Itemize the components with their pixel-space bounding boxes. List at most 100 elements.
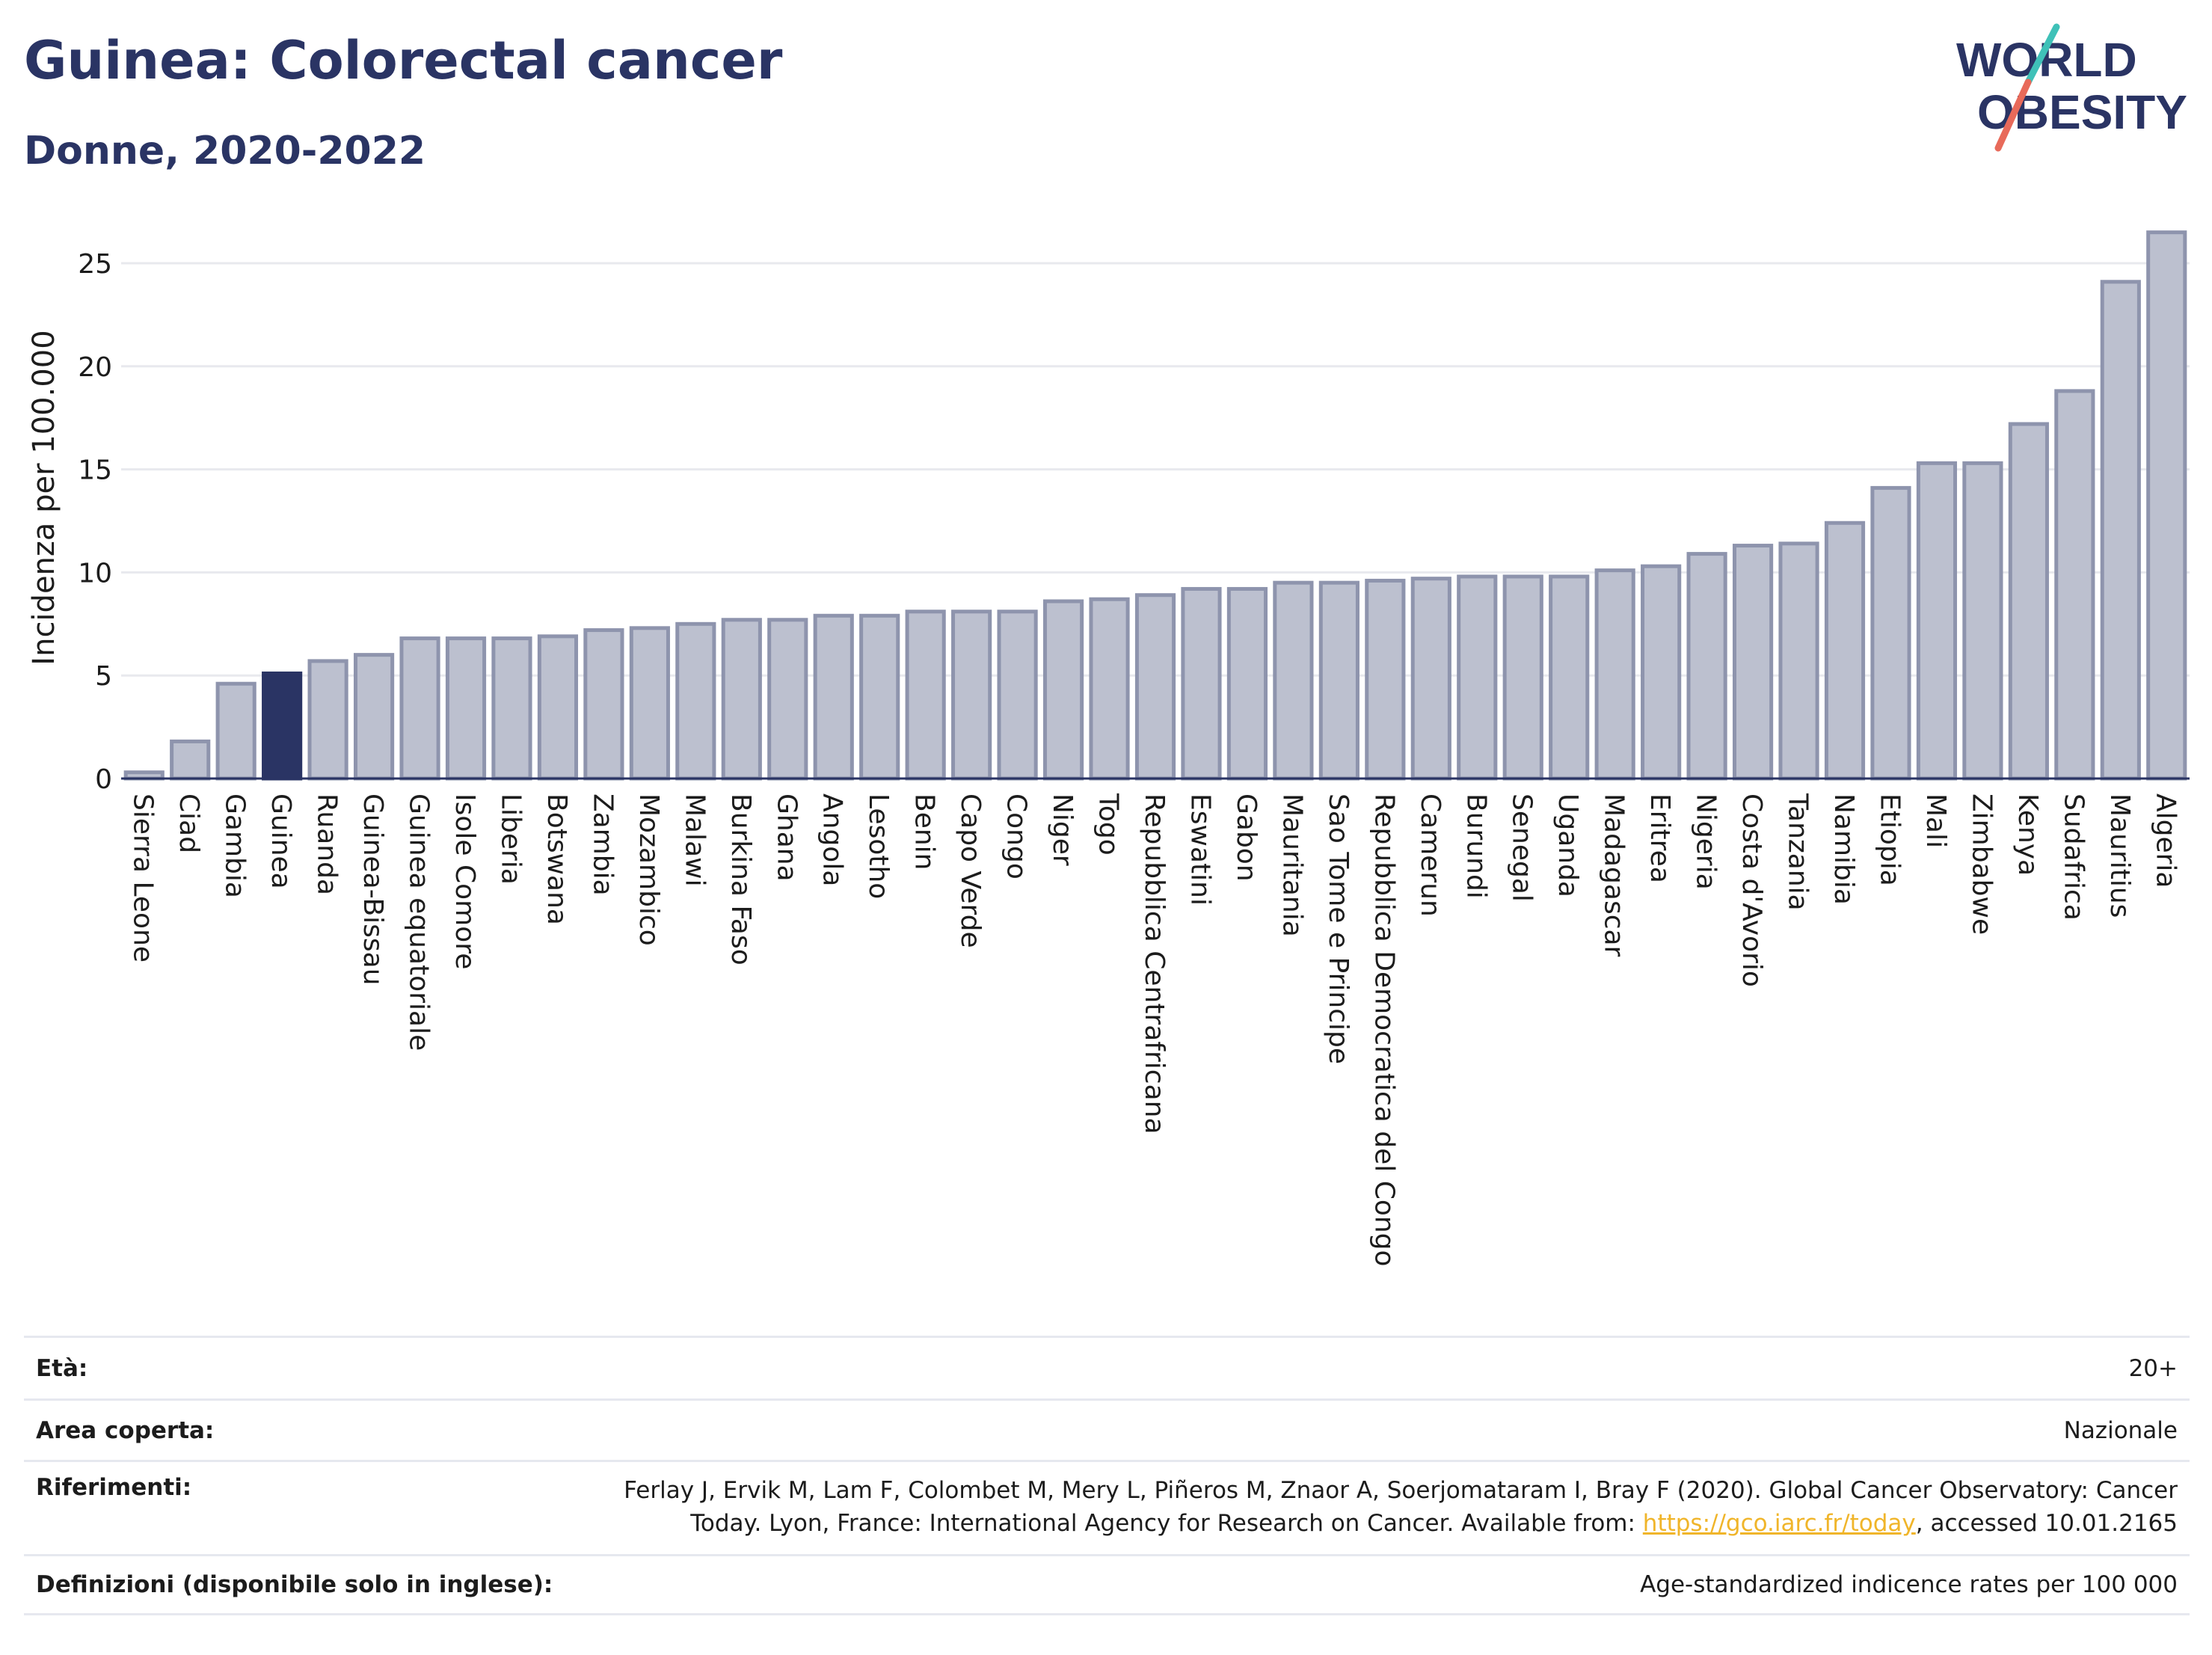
bar-gambia xyxy=(215,681,256,781)
chart-title: Guinea: Colorectal cancer xyxy=(24,30,783,91)
bar-isole-comore xyxy=(445,636,487,781)
bar-etiopia xyxy=(1870,485,1911,781)
logo-slash-top xyxy=(2024,23,2060,86)
x-tick-label: Ghana xyxy=(771,793,802,882)
bar-burkina-faso xyxy=(721,618,762,781)
metadata-table: Età: 20+ Area coperta: Nazionale Riferim… xyxy=(24,1336,2190,1615)
x-tick-label: Botswana xyxy=(541,793,572,925)
x-tick-label: Eritrea xyxy=(1644,793,1675,883)
bar-camerun xyxy=(1410,577,1451,781)
x-tick-label: Uganda xyxy=(1552,793,1583,897)
bar-repubblica-centrafricana xyxy=(1134,593,1176,781)
x-tick-label: Guinea equatoriale xyxy=(404,793,434,1051)
bar-gabon xyxy=(1226,586,1268,781)
meta-age-value: 20+ xyxy=(2128,1354,2178,1382)
bar-ruanda xyxy=(307,659,348,781)
x-tick-label: Camerun xyxy=(1415,793,1446,917)
references-link[interactable]: https://gco.iarc.fr/today xyxy=(1642,1510,1916,1537)
x-tick-label: Mauritania xyxy=(1276,793,1307,937)
x-tick-label: Sierra Leone xyxy=(128,793,159,962)
x-tick-label: Mali xyxy=(1920,793,1951,848)
y-axis-ticks: 0 5 10 15 20 25 xyxy=(78,249,112,795)
bar-ghana xyxy=(767,618,808,781)
bar-namibia xyxy=(1824,521,1866,781)
y-axis-title: Incidenza per 100.000 xyxy=(27,330,61,665)
meta-definitions-value: Age-standardized indicence rates per 100… xyxy=(1640,1571,2178,1598)
bar-tanzania xyxy=(1778,541,1819,781)
y-tick-label: 15 xyxy=(78,455,112,486)
bar-togo xyxy=(1089,597,1130,781)
bars xyxy=(123,230,2187,781)
bar-mauritius xyxy=(2100,280,2141,781)
y-tick-label: 5 xyxy=(95,661,112,692)
meta-row-definitions: Definizioni (disponibile solo in inglese… xyxy=(24,1554,2190,1615)
x-tick-label: Costa d'Avorio xyxy=(1736,793,1767,987)
meta-definitions-label: Definizioni (disponibile solo in inglese… xyxy=(36,1571,553,1598)
bar-burundi xyxy=(1457,574,1498,781)
meta-references-label: Riferimenti: xyxy=(36,1474,192,1501)
meta-age-label: Età: xyxy=(36,1354,88,1382)
bar-guinea xyxy=(262,671,303,781)
x-tick-label: Etiopia xyxy=(1874,793,1905,886)
y-tick-label: 25 xyxy=(78,249,112,280)
references-text-2: Today. Lyon, France: International Agenc… xyxy=(690,1510,1643,1537)
x-tick-label: Benin xyxy=(909,793,940,870)
bar-guinea-equatoriale xyxy=(399,636,440,781)
bar-congo xyxy=(997,610,1038,781)
bar-sudafrica xyxy=(2054,389,2095,781)
references-text-3: , accessed 10.01.2165 xyxy=(1915,1510,2178,1537)
x-tick-label: Isole Comore xyxy=(449,793,480,969)
bar-kenya xyxy=(2008,422,2049,781)
bar-eritrea xyxy=(1641,564,1682,781)
bar-malawi xyxy=(675,621,716,781)
bar-zambia xyxy=(583,628,624,781)
references-text-1: Ferlay J, Ervik M, Lam F, Colombet M, Me… xyxy=(624,1477,2178,1504)
meta-references-value: Ferlay J, Ervik M, Lam F, Colombet M, Me… xyxy=(624,1474,2178,1540)
x-tick-label: Ruanda xyxy=(312,793,342,895)
bar-lesotho xyxy=(859,613,900,781)
bar-ciad xyxy=(170,739,211,781)
bar-botswana xyxy=(537,634,579,781)
bar-mozambico xyxy=(629,626,670,781)
x-tick-label: Tanzania xyxy=(1783,793,1813,911)
bar-zimbabwe xyxy=(1962,461,2003,781)
y-tick-label: 0 xyxy=(95,764,112,795)
bar-costa-d-avorio xyxy=(1732,544,1774,781)
bar-eswatini xyxy=(1181,586,1222,781)
y-tick-label: 10 xyxy=(78,558,112,589)
x-tick-label: Capo Verde xyxy=(955,793,986,948)
bar-uganda xyxy=(1549,574,1590,781)
x-tick-label: Burundi xyxy=(1460,793,1491,899)
x-tick-label: Guinea-Bissau xyxy=(357,793,388,986)
bar-niger xyxy=(1042,599,1084,781)
x-tick-label: Mozambico xyxy=(633,793,664,946)
x-tick-label: Togo xyxy=(1093,793,1124,856)
bar-nigeria xyxy=(1686,552,1727,781)
meta-row-age: Età: 20+ xyxy=(24,1336,2190,1398)
x-tick-label: Zambia xyxy=(587,793,618,896)
x-tick-label: Algeria xyxy=(2150,793,2181,888)
x-tick-label: Liberia xyxy=(495,793,526,885)
x-tick-label: Senegal xyxy=(1507,793,1537,902)
x-tick-label: Gambia xyxy=(220,793,251,898)
bar-angola xyxy=(813,613,854,781)
bar-senegal xyxy=(1502,574,1543,781)
meta-row-area: Area coperta: Nazionale xyxy=(24,1398,2190,1460)
x-axis-labels: Sierra Leone Ciad Gambia Guinea Ruanda Guinea… xyxy=(128,793,2181,1267)
bar-liberia xyxy=(491,636,532,781)
world-obesity-logo: WORLD OBESITY xyxy=(1956,23,2187,152)
bar-chart: 0 5 10 15 20 25 Sierra Leone Ciad Gambia Guinea R… xyxy=(27,230,2190,1267)
bar-madagascar xyxy=(1594,568,1635,781)
x-tick-label: Repubblica Centrafricana xyxy=(1139,793,1170,1134)
bar-benin xyxy=(905,610,946,781)
x-tick-label: Niger xyxy=(1047,793,1078,866)
x-tick-label: Mauritius xyxy=(2104,793,2135,918)
bar-guinea-bissau xyxy=(353,653,395,781)
x-tick-label: Namibia xyxy=(1828,793,1859,905)
x-tick-label: Nigeria xyxy=(1691,793,1721,890)
x-tick-label: Madagascar xyxy=(1599,793,1629,957)
logo-slash-bottom xyxy=(1994,79,2032,152)
x-tick-label: Guinea xyxy=(265,793,296,889)
x-tick-label: Zimbabwe xyxy=(1966,793,1997,935)
x-tick-label: Malawi xyxy=(679,793,710,887)
